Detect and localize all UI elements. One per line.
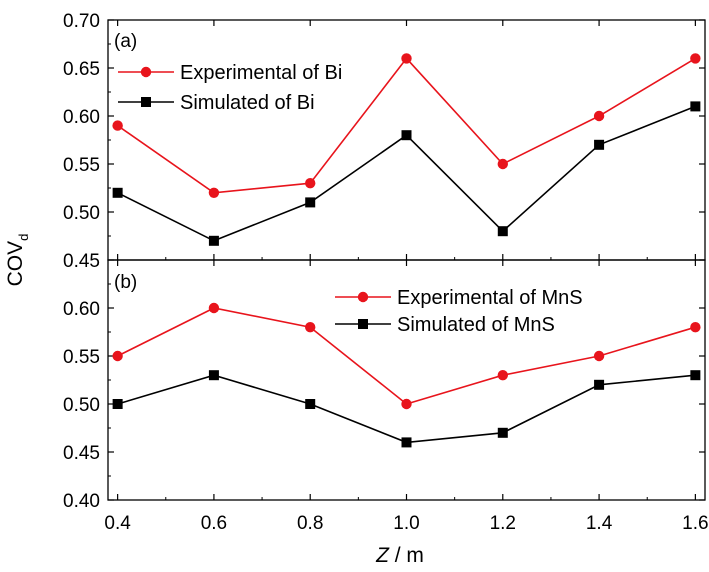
- panel-b: 0.40 0.45 0.50 0.55 0.60 0.4 0.6 0.8 1.0 1.2 1.4 1.…: [63, 259, 709, 534]
- panel-label: (a): [114, 31, 137, 52]
- data-point: [690, 370, 701, 381]
- data-point: [497, 226, 508, 237]
- data-point: [305, 197, 316, 208]
- data-point: [594, 139, 605, 150]
- series-line: [117, 105, 696, 242]
- data-point: [401, 398, 412, 410]
- data-point: [690, 53, 701, 64]
- legend-marker: [358, 319, 368, 329]
- legend-item: Simulated of Bi: [118, 92, 315, 114]
- data-point: [112, 350, 123, 362]
- panel-label: (b): [114, 272, 137, 293]
- y-tick-label: 0.60: [63, 299, 100, 320]
- legend-label: Simulated of Bi: [180, 92, 315, 114]
- x-tick-label: 1.2: [490, 513, 516, 534]
- legend-marker: [140, 66, 152, 78]
- x-tick-label: 1.6: [682, 513, 708, 534]
- data-point: [305, 322, 316, 333]
- data-point: [208, 235, 219, 246]
- x-tick-label: 1.0: [393, 513, 419, 534]
- data-point: [112, 399, 123, 409]
- x-tick-label: 1.4: [586, 513, 613, 534]
- legend-item: Simulated of MnS: [335, 314, 555, 336]
- data-point: [401, 130, 412, 141]
- data-point: [690, 322, 701, 333]
- data-point: [497, 370, 508, 381]
- data-point: [497, 427, 508, 438]
- data-point: [112, 187, 123, 198]
- y-tick-label: 0.50: [63, 203, 100, 224]
- data-point: [593, 110, 605, 122]
- y-tick-label: 0.70: [63, 11, 100, 32]
- y-tick-label: 0.40: [63, 491, 100, 512]
- data-point: [401, 53, 412, 64]
- x-tick-label: 0.8: [297, 513, 323, 534]
- legend-item: Experimental of MnS: [335, 287, 583, 309]
- data-point: [593, 350, 605, 362]
- x-tick-label: 0.4: [104, 513, 131, 534]
- y-tick-label: 0.45: [63, 443, 100, 464]
- data-point: [594, 379, 605, 390]
- y-tick-label: 0.55: [63, 347, 100, 368]
- data-point: [690, 101, 701, 112]
- data-point: [305, 178, 316, 189]
- y-tick-label: 0.65: [63, 59, 100, 80]
- data-point: [112, 120, 123, 131]
- y-tick-label: 0.60: [63, 107, 100, 128]
- data-point: [497, 158, 508, 170]
- x-axis-title: Z / m: [375, 544, 424, 567]
- data-point: [305, 399, 316, 409]
- legend-label: Experimental of Bi: [180, 62, 342, 84]
- panel-a: 0.45 0.50 0.55 0.60 0.65 0.70 (a) Experimental …: [63, 11, 706, 272]
- legend-item: Experimental of Bi: [118, 62, 342, 84]
- legend-label: Experimental of MnS: [397, 287, 583, 309]
- data-point: [208, 370, 219, 381]
- data-point: [208, 302, 220, 314]
- data-point: [401, 437, 412, 448]
- y-axis-title: COVd: [4, 234, 31, 287]
- y-tick-label: 0.50: [63, 395, 100, 416]
- y-tick-label: 0.55: [63, 155, 100, 176]
- legend-label: Simulated of MnS: [397, 314, 555, 336]
- data-point: [208, 187, 220, 198]
- y-tick-label: 0.45: [63, 251, 100, 272]
- legend-marker: [357, 291, 369, 303]
- x-tick-label: 0.6: [201, 513, 227, 534]
- legend-marker: [141, 97, 151, 107]
